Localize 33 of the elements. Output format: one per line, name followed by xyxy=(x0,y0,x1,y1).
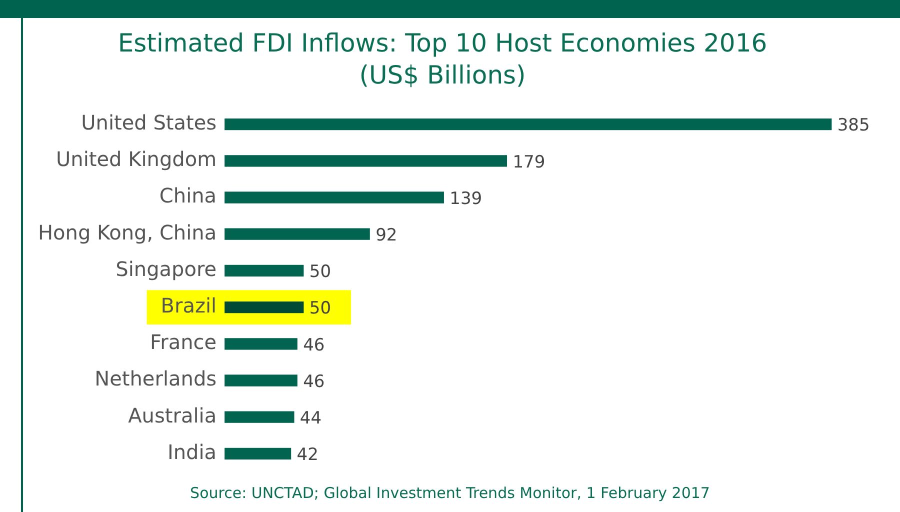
bar xyxy=(224,118,832,130)
bar xyxy=(224,448,292,460)
data-label: 50 xyxy=(309,262,332,282)
bar xyxy=(224,301,304,314)
bar xyxy=(224,228,370,240)
chart-subtitle: (US$ Billions) xyxy=(359,60,526,90)
y-tick-label: Brazil xyxy=(160,294,217,318)
data-label: 42 xyxy=(296,445,318,466)
y-tick-label: China xyxy=(159,184,217,208)
y-tick-label: France xyxy=(150,330,217,354)
data-label: 46 xyxy=(303,372,325,392)
data-label: 139 xyxy=(450,188,482,209)
y-tick-label: Hong Kong, China xyxy=(38,220,217,244)
bar xyxy=(224,264,304,277)
chart-title: Estimated FDI Inflows: Top 10 Host Economies 2016 xyxy=(118,28,768,58)
bar xyxy=(224,192,444,204)
data-label: 385 xyxy=(837,116,870,136)
bar xyxy=(224,411,294,423)
data-label: 92 xyxy=(376,226,398,246)
data-label: 44 xyxy=(300,408,322,429)
data-label: 50 xyxy=(309,298,332,319)
y-tick-label: United Kingdom xyxy=(56,147,217,172)
bar xyxy=(224,374,298,386)
y-tick-label: Singapore xyxy=(116,256,217,281)
y-tick-label: Australia xyxy=(128,403,217,428)
data-label: 46 xyxy=(303,335,325,356)
source-note: Source: UNCTAD; Global Investment Trends Monitor, 1 February 2017 xyxy=(190,484,710,502)
data-label: 179 xyxy=(512,152,546,172)
bar xyxy=(224,155,508,167)
y-tick-label: United States xyxy=(81,110,217,135)
y-tick-label: India xyxy=(167,440,217,464)
y-tick-label: Netherlands xyxy=(94,366,217,391)
bar xyxy=(224,338,298,350)
